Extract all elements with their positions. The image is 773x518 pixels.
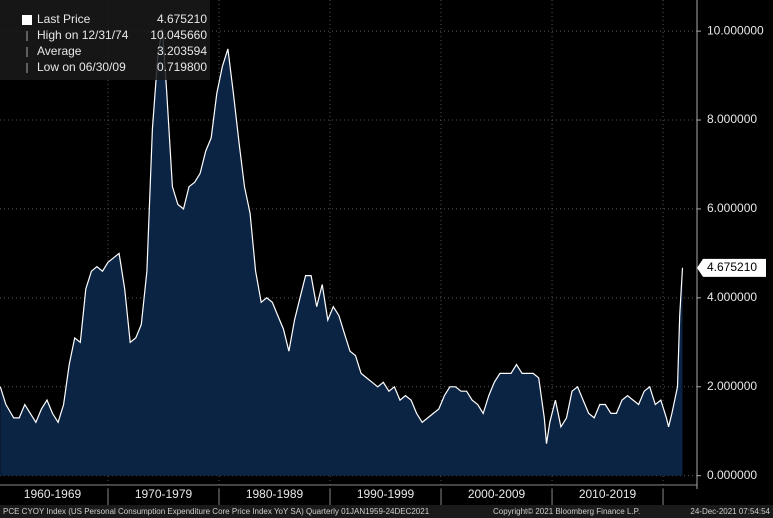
y-tick-label: 2.000000	[707, 379, 757, 393]
line	[0, 28, 684, 444]
legend-label: High on 12/31/74	[37, 28, 129, 42]
copyright: Copyright© 2021 Bloomberg Finance L.P.	[493, 507, 640, 516]
last-value-tag	[697, 258, 766, 277]
footer: PCE CYOY Index (US Personal Consumption …	[3, 507, 430, 516]
timestamp: 24-Dec-2021 07:54:54	[690, 507, 770, 516]
x-tick-label: 1990-1999	[357, 487, 415, 501]
y-tick-label: 4.000000	[707, 290, 757, 304]
y-tick-label: 0.000000	[707, 468, 757, 482]
legend-value: 3.203594	[157, 44, 207, 58]
legend-box	[0, 0, 210, 80]
y-tick-label: 10.000000	[707, 23, 764, 37]
footer-band	[0, 505, 773, 518]
area	[0, 29, 683, 476]
legend-value: 4.675210	[157, 12, 207, 26]
last-value-label: 4.675210	[707, 260, 757, 274]
legend-label: Low on 06/30/09	[37, 60, 126, 74]
x-tick-label: 1960-1969	[24, 487, 82, 501]
x-tick-label: 1970-1979	[135, 487, 193, 501]
legend-value: 0.719800	[157, 60, 207, 74]
legend-label: Last Price	[37, 12, 91, 26]
y-tick-label: 6.000000	[707, 201, 757, 215]
legend-value: 10.045660	[150, 28, 207, 42]
y-tick-label: 8.000000	[707, 112, 757, 126]
x-tick-label: 1980-1989	[246, 487, 304, 501]
legend-label: Average	[37, 44, 82, 58]
legend-swatch	[22, 15, 32, 25]
x-tick-label: 2000-2009	[468, 487, 526, 501]
x-tick-label: 2010-2019	[579, 487, 637, 501]
